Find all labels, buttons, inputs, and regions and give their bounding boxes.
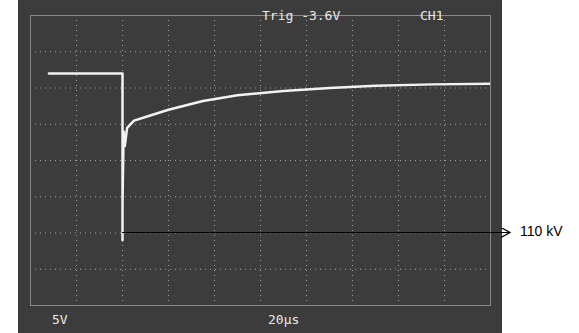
html-text:5V: 5V: [52, 312, 68, 327]
html-text:Trig -3.6V: Trig -3.6V: [262, 8, 341, 23]
html-text:CH1: CH1: [420, 8, 444, 23]
svg-text:110 kV: 110 kV: [520, 223, 563, 239]
html-text:20μs: 20μs: [268, 312, 300, 327]
